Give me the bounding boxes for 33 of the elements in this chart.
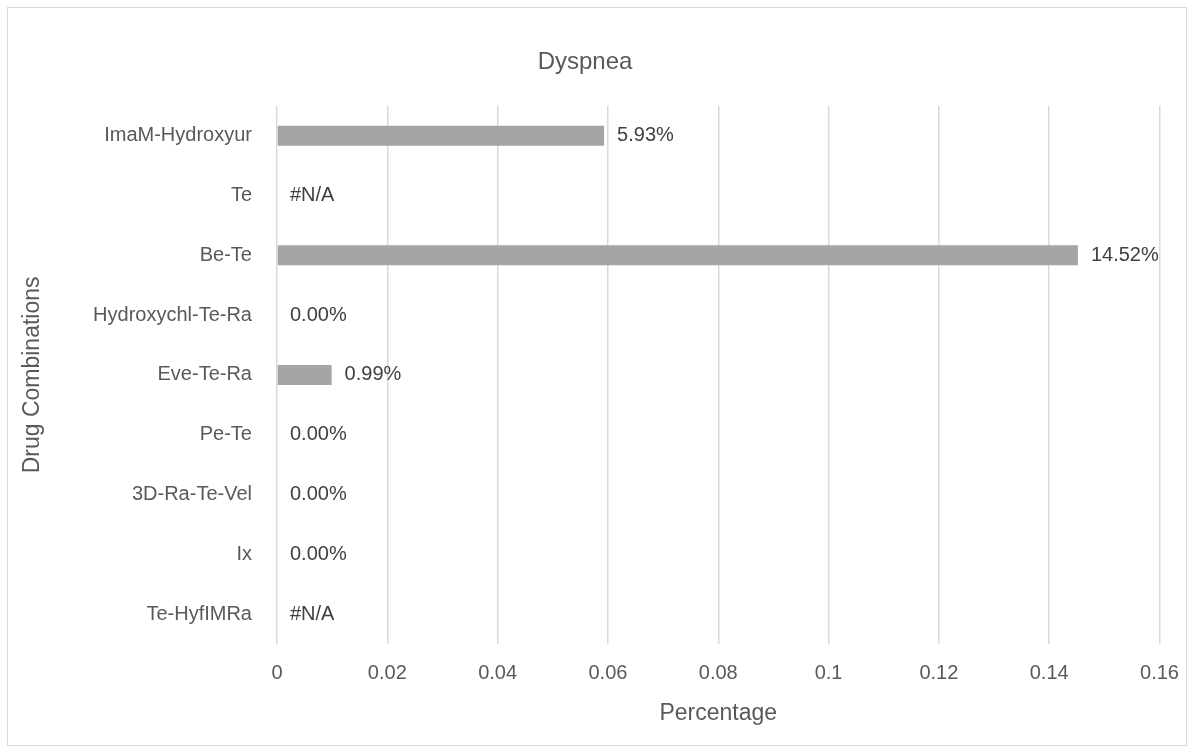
- bar: [277, 125, 605, 146]
- y-tick-label: Ix: [236, 541, 252, 564]
- x-tick-label: 0.12: [919, 660, 959, 683]
- x-tick-label: 0.14: [1029, 660, 1069, 683]
- data-label: 0.00%: [290, 302, 347, 325]
- x-tick-label: 0: [271, 660, 283, 683]
- data-label: 14.52%: [1090, 242, 1159, 265]
- data-label: 0.00%: [290, 422, 347, 445]
- data-label: 5.93%: [617, 123, 675, 146]
- x-tick-label: 0.04: [478, 660, 518, 683]
- x-tick-label: 0.02: [367, 660, 407, 683]
- y-tick-label: Be-Te: [199, 242, 252, 265]
- x-tick-label: 0.06: [588, 660, 628, 683]
- y-axis-title: Drug Combinations: [18, 276, 45, 474]
- bar: [277, 364, 332, 385]
- y-tick-label: 3D-Ra-Te-Vel: [131, 482, 252, 505]
- text: #N/A: [290, 183, 335, 206]
- chart-title: Dyspnea: [537, 47, 634, 75]
- y-tick-label: Hydroxychl-Te-Ra: [93, 302, 253, 325]
- x-tick-label: 0.08: [698, 660, 738, 683]
- text: #N/A: [290, 601, 335, 624]
- x-tick-label: 0.1: [814, 660, 843, 683]
- data-label: 0.00%: [290, 482, 347, 505]
- data-label: 0.99%: [344, 362, 402, 385]
- data-label: 0.00%: [290, 541, 347, 564]
- y-tick-label: Te-HyfIMRa: [146, 601, 253, 624]
- y-tick-label: Eve-Te-Ra: [157, 362, 253, 385]
- y-tick-label: ImaM-Hydroxyur: [104, 123, 253, 146]
- x-axis-title: Percentage: [659, 698, 778, 725]
- bar: [277, 245, 1078, 266]
- x-tick-label: 0.16: [1140, 660, 1180, 683]
- y-tick-label: Te: [230, 183, 252, 206]
- y-tick-label: Pe-Te: [199, 422, 252, 445]
